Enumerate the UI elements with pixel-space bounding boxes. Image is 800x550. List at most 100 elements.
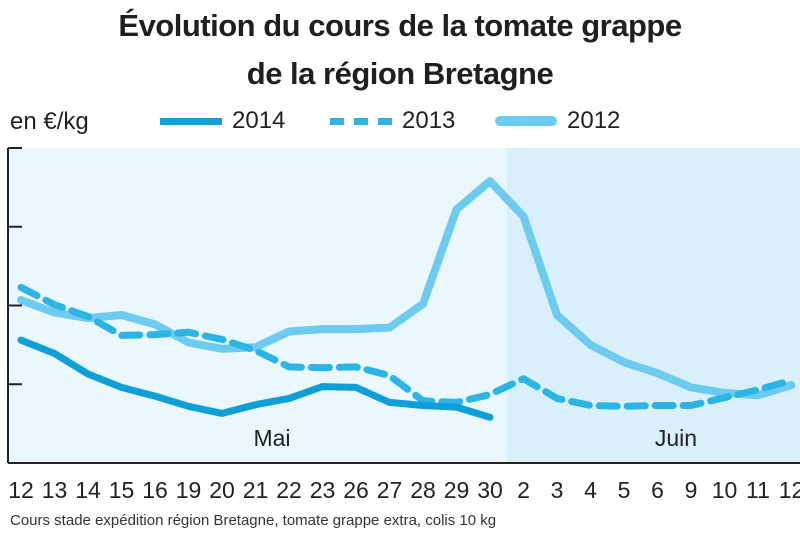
data-point-2013 — [789, 377, 795, 383]
series-line-2012 — [17, 177, 796, 400]
data-point-2013 — [219, 336, 225, 342]
data-point-2014 — [420, 403, 426, 409]
data-point-2013 — [18, 284, 24, 290]
data-point-2014 — [387, 399, 393, 405]
series-line-2013 — [17, 283, 795, 410]
x-tick-label: 13 — [42, 477, 68, 503]
data-point-2012 — [655, 370, 661, 376]
x-tick-label: 12 — [8, 477, 34, 503]
data-point-2013 — [286, 364, 292, 370]
data-point-2013 — [554, 395, 560, 401]
x-tick-label: 2 — [517, 477, 530, 503]
x-tick-label: 26 — [343, 477, 369, 503]
data-point-2014 — [353, 384, 359, 390]
data-point-2013 — [521, 376, 527, 382]
data-point-2013 — [387, 373, 393, 379]
x-tick-label: 5 — [618, 477, 631, 503]
data-point-2012 — [621, 359, 627, 365]
data-point-2013 — [688, 403, 694, 409]
data-point-2014 — [18, 337, 24, 343]
legend-swatch-2013 — [330, 117, 392, 125]
data-point-2012 — [387, 325, 393, 331]
x-tick-label: 6 — [651, 477, 664, 503]
month-label-juin: Juin — [655, 425, 697, 451]
legend-label-2013: 2013 — [402, 107, 456, 134]
x-tick-label: 15 — [109, 477, 135, 503]
data-point-2014 — [152, 393, 158, 399]
legend-item-2012: 2012 — [495, 106, 620, 136]
x-tick-label: 27 — [377, 477, 403, 503]
data-point-2012 — [688, 384, 694, 390]
data-point-2012 — [454, 206, 460, 212]
data-point-2012 — [554, 312, 560, 318]
data-point-2012 — [487, 178, 493, 184]
data-point-2012 — [186, 340, 192, 346]
x-tick-label: 29 — [444, 477, 470, 503]
data-point-2013 — [186, 329, 192, 335]
x-tick-label: 20 — [209, 477, 235, 503]
data-point-2013 — [487, 391, 493, 397]
series-line-2014 — [17, 336, 494, 421]
legend-swatch-2014 — [160, 117, 222, 125]
data-point-2014 — [487, 414, 493, 420]
data-point-2012 — [219, 346, 225, 352]
data-point-2012 — [588, 342, 594, 348]
y-axis-unit-label: en €/kg — [10, 108, 89, 135]
data-point-2013 — [85, 314, 91, 320]
legend-label-2012: 2012 — [567, 107, 621, 134]
x-tick-label: 9 — [685, 477, 698, 503]
data-point-2012 — [420, 301, 426, 307]
data-point-2014 — [454, 404, 460, 410]
data-point-2013 — [253, 347, 259, 353]
data-point-2013 — [119, 332, 125, 338]
x-tick-label: 11 — [746, 477, 770, 503]
legend-label-2014: 2014 — [232, 107, 286, 134]
x-tick-label: 23 — [310, 477, 336, 503]
plot-background-may — [8, 148, 507, 463]
x-tick-label: 14 — [75, 477, 101, 503]
chart-title-line1: Évolution du cours de la tomate grappe — [118, 8, 682, 43]
legend-swatch-2012 — [495, 116, 557, 126]
data-point-2012 — [353, 326, 359, 332]
data-point-2012 — [521, 214, 527, 220]
data-point-2014 — [253, 402, 259, 408]
month-label-mai: Mai — [253, 425, 290, 451]
data-point-2013 — [655, 403, 661, 409]
x-tick-label: 21 — [243, 477, 269, 503]
x-tick-label: 4 — [584, 477, 597, 503]
data-point-2012 — [52, 310, 58, 316]
data-point-2013 — [320, 365, 326, 371]
data-point-2013 — [755, 387, 761, 393]
x-tick-label: 28 — [410, 477, 436, 503]
data-point-2012 — [286, 328, 292, 334]
data-point-2014 — [219, 410, 225, 416]
chart-title-line2: de la région Bretagne — [246, 56, 554, 91]
data-point-2013 — [353, 364, 359, 370]
data-point-2012 — [18, 297, 24, 303]
data-point-2013 — [152, 332, 158, 338]
data-point-2014 — [286, 395, 292, 401]
data-point-2014 — [119, 384, 125, 390]
legend-item-2013: 2013 — [330, 106, 455, 136]
x-tick-label: 22 — [276, 477, 302, 503]
x-tick-label: 19 — [176, 477, 202, 503]
data-point-2014 — [186, 403, 192, 409]
data-point-2014 — [52, 351, 58, 357]
data-point-2014 — [320, 384, 326, 390]
data-point-2012 — [320, 326, 326, 332]
x-tick-label: 12 — [779, 477, 800, 503]
x-tick-label: 3 — [551, 477, 564, 503]
x-tick-label: 30 — [477, 477, 503, 503]
data-point-2012 — [119, 312, 125, 318]
data-point-2012 — [152, 321, 158, 327]
data-point-2013 — [621, 403, 627, 409]
source-note: Cours stade expédition région Bretagne, … — [10, 512, 497, 529]
data-point-2013 — [52, 302, 58, 308]
x-tick-label: 10 — [712, 477, 738, 503]
data-point-2014 — [85, 371, 91, 377]
x-tick-label: 16 — [142, 477, 168, 503]
data-point-2013 — [588, 403, 594, 409]
data-point-2013 — [722, 395, 728, 401]
legend-item-2014: 2014 — [160, 106, 285, 136]
